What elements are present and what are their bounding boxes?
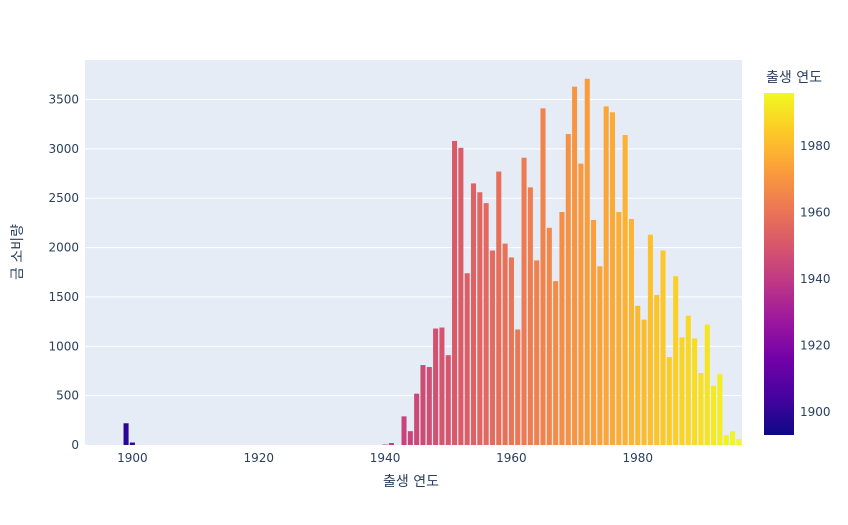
bar	[698, 372, 704, 445]
bar	[591, 219, 597, 445]
bar	[433, 328, 439, 445]
bar	[609, 112, 616, 445]
bar	[635, 305, 641, 445]
bar	[407, 431, 413, 445]
bar	[470, 183, 477, 445]
bar	[628, 218, 634, 445]
x-axis-title: 출생 연도	[383, 474, 439, 490]
bar	[401, 416, 407, 445]
bar	[527, 187, 533, 445]
bar	[464, 273, 470, 445]
x-axis-ticks: 1900 1920 1940 1960 1980	[117, 451, 653, 465]
colorbar-tick-label: 1900	[800, 405, 831, 419]
bar	[452, 140, 458, 445]
bar	[420, 365, 426, 445]
bar	[489, 250, 495, 445]
bar	[597, 266, 603, 445]
bar	[729, 431, 736, 445]
bar	[736, 439, 742, 445]
colorbar: 출생 연도 1900 1920 1940 1960 1980	[764, 70, 831, 435]
colorbar-gradient	[764, 93, 794, 435]
y-tick-label: 1000	[48, 339, 79, 353]
colorbar-tick-label: 1980	[800, 139, 831, 153]
bar	[572, 86, 578, 445]
bar	[508, 257, 514, 445]
y-tick-label: 3500	[48, 92, 79, 106]
bar	[584, 78, 590, 445]
y-tick-label: 2500	[48, 191, 79, 205]
bar	[559, 212, 565, 445]
bar	[622, 135, 628, 445]
x-tick-label: 1920	[243, 451, 274, 465]
bar	[553, 281, 559, 445]
bar	[458, 147, 464, 445]
bar	[654, 294, 660, 445]
bar	[515, 329, 521, 445]
grid-lines	[85, 98, 742, 397]
bar	[534, 260, 540, 445]
colorbar-tick-label: 1920	[800, 338, 831, 352]
bar	[477, 192, 483, 445]
y-tick-label: 500	[56, 389, 79, 403]
bar	[704, 324, 710, 445]
bar	[692, 338, 698, 445]
bar	[483, 203, 489, 445]
bar	[445, 355, 451, 445]
bar	[723, 435, 729, 445]
bar	[679, 337, 685, 445]
bar	[129, 442, 135, 445]
bar	[673, 276, 679, 445]
bars	[123, 78, 742, 445]
bar	[603, 106, 609, 445]
bar	[616, 212, 622, 445]
bar	[123, 423, 129, 445]
bar	[426, 367, 432, 445]
colorbar-title: 출생 연도	[766, 70, 822, 86]
bar	[521, 157, 527, 445]
y-axis-ticks: 0 500 1000 1500 2000 2500 3000 3500	[48, 92, 79, 452]
bar	[496, 171, 502, 445]
bar	[502, 243, 508, 445]
bar	[439, 327, 445, 445]
x-tick-label: 1900	[117, 451, 148, 465]
bar	[388, 443, 394, 445]
y-tick-label: 3000	[48, 142, 79, 156]
y-axis-title: 금 소비량	[10, 224, 26, 280]
bar	[685, 315, 691, 445]
bar	[540, 108, 546, 445]
bar	[578, 163, 584, 445]
bar	[647, 234, 653, 445]
bar	[565, 134, 571, 445]
bar	[641, 319, 647, 445]
bar	[717, 373, 723, 445]
bar	[660, 250, 666, 445]
colorbar-tick-label: 1940	[800, 272, 831, 286]
x-tick-label: 1940	[370, 451, 401, 465]
bar	[414, 393, 420, 445]
colorbar-tick-label: 1960	[800, 206, 831, 220]
y-tick-label: 0	[71, 438, 79, 452]
y-tick-label: 2000	[48, 241, 79, 255]
y-tick-label: 1500	[48, 290, 79, 304]
x-tick-label: 1960	[496, 451, 527, 465]
bar	[546, 227, 552, 445]
bar	[666, 357, 672, 445]
bar	[711, 385, 717, 445]
colorbar-ticks: 1900 1920 1940 1960 1980	[800, 139, 831, 419]
x-tick-label: 1980	[622, 451, 653, 465]
